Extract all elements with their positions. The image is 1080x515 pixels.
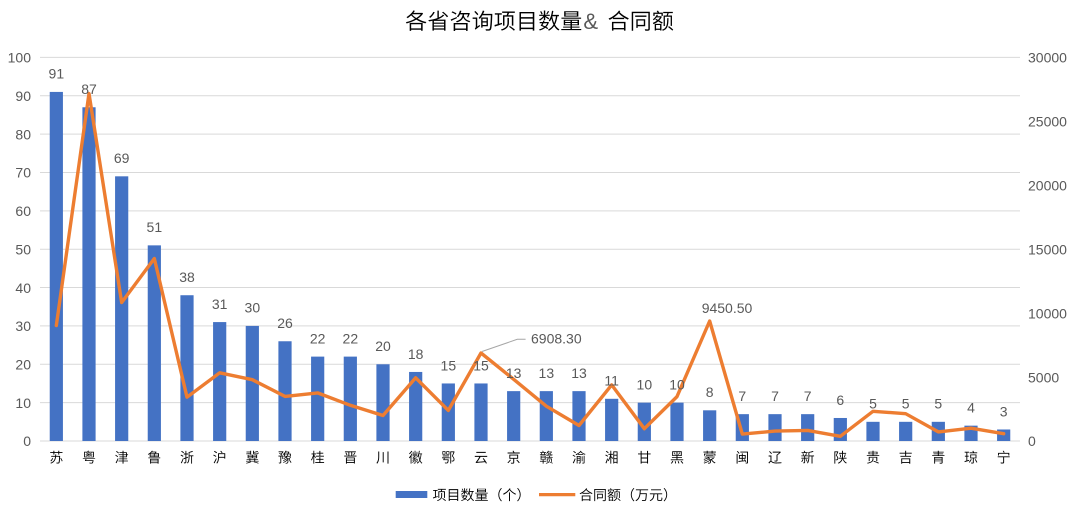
svg-text:20: 20 — [375, 338, 391, 354]
svg-text:69: 69 — [114, 150, 130, 166]
svg-text:5: 5 — [902, 396, 910, 412]
svg-text:38: 38 — [179, 269, 195, 285]
svg-text:30: 30 — [15, 318, 31, 334]
svg-text:10000: 10000 — [1028, 305, 1067, 321]
svg-text:8: 8 — [706, 384, 714, 400]
svg-text:20: 20 — [15, 356, 31, 372]
svg-text:26: 26 — [277, 315, 293, 331]
svg-text:5: 5 — [934, 396, 942, 412]
svg-text:18: 18 — [408, 346, 424, 362]
svg-text:9450.50: 9450.50 — [702, 300, 753, 316]
svg-text:40: 40 — [15, 280, 31, 296]
svg-text:3: 3 — [1000, 403, 1008, 419]
svg-text:5: 5 — [869, 396, 877, 412]
svg-text:70: 70 — [15, 165, 31, 181]
svg-text:22: 22 — [343, 330, 359, 346]
svg-text:30: 30 — [245, 300, 261, 316]
svg-text:0: 0 — [1028, 433, 1036, 449]
svg-text:22: 22 — [310, 330, 326, 346]
svg-text:11: 11 — [604, 373, 619, 389]
svg-text:91: 91 — [49, 66, 65, 82]
svg-text:5000: 5000 — [1028, 369, 1059, 385]
svg-text:10: 10 — [15, 395, 31, 411]
svg-text:31: 31 — [212, 296, 228, 312]
svg-text:&: & — [583, 9, 598, 34]
svg-text:15: 15 — [441, 357, 457, 373]
svg-text:7: 7 — [804, 388, 812, 404]
svg-text:87: 87 — [81, 81, 97, 97]
svg-text:80: 80 — [15, 126, 31, 142]
svg-text:13: 13 — [539, 365, 555, 381]
svg-text:25000: 25000 — [1028, 114, 1067, 130]
svg-text:30000: 30000 — [1028, 50, 1067, 66]
svg-text:7: 7 — [738, 388, 746, 404]
svg-text:50: 50 — [15, 241, 31, 257]
svg-text:15: 15 — [473, 357, 489, 373]
svg-text:51: 51 — [147, 219, 163, 235]
svg-text:60: 60 — [15, 203, 31, 219]
svg-text:90: 90 — [15, 88, 31, 104]
svg-text:6908.30: 6908.30 — [531, 331, 582, 347]
svg-text:13: 13 — [506, 365, 522, 381]
svg-text:100: 100 — [8, 50, 32, 66]
svg-text:6: 6 — [836, 392, 844, 408]
svg-text:20000: 20000 — [1028, 177, 1067, 193]
svg-text:7: 7 — [771, 388, 779, 404]
svg-text:13: 13 — [571, 365, 587, 381]
svg-text:10: 10 — [637, 376, 653, 392]
svg-text:4: 4 — [967, 399, 975, 415]
svg-text:10: 10 — [669, 376, 685, 392]
svg-text:0: 0 — [23, 433, 31, 449]
svg-text:15000: 15000 — [1028, 241, 1067, 257]
